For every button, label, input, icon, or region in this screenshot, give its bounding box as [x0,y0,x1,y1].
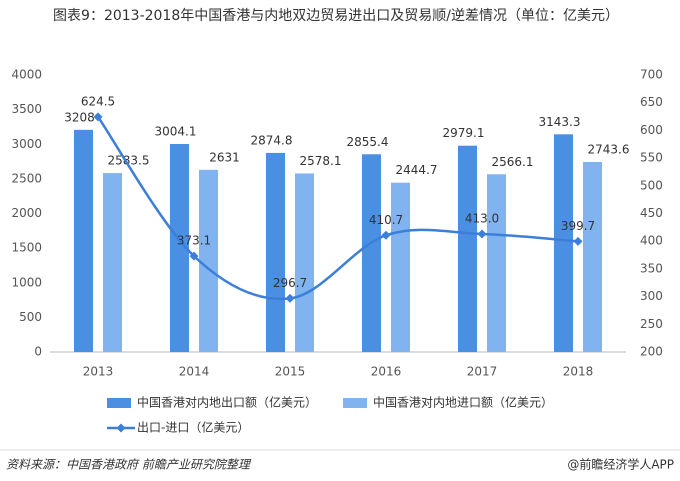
bar [103,173,122,352]
y2-tick-label: 400 [640,234,663,248]
line-marker [93,112,103,122]
bar [266,152,285,352]
y-tick-label: 1500 [11,241,42,255]
legend-label: 中国香港对内地出口额（亿美元） [137,395,317,410]
line-label: 399.7 [561,219,595,233]
x-tick-label: 2018 [563,365,594,379]
bar [391,182,410,352]
bar-label: 2583.5 [108,154,150,168]
legend-swatch [343,398,367,408]
y2-tick-label: 650 [640,95,663,109]
bar [74,129,93,352]
bar [487,174,506,352]
y2-tick-label: 450 [640,206,663,220]
bar [583,162,602,352]
x-tick-label: 2016 [371,365,402,379]
legend-label: 中国香港对内地进口额（亿美元） [373,395,553,410]
bar-label: 3004.1 [155,124,197,138]
y2-tick-label: 500 [640,178,663,192]
bar [199,169,218,352]
y2-tick-label: 600 [640,123,663,137]
line-marker [189,251,199,261]
legend-swatch [107,398,131,408]
bar-label: 2874.8 [251,133,293,147]
line-marker [573,236,583,246]
bar-label: 2444.7 [396,163,438,177]
x-tick-label: 2017 [467,365,498,379]
line-label: 624.5 [81,94,115,108]
line-marker [285,293,295,303]
line-marker [477,229,487,239]
line-label: 373.1 [177,234,211,248]
brand: @前瞻经济学人APP [567,457,674,472]
y-tick-label: 0 [34,345,42,359]
bar-label: 2743.6 [588,143,630,157]
y2-tick-label: 350 [640,261,663,275]
bar-label: 2855.4 [347,135,389,149]
bar-label: 2979.1 [443,126,485,140]
bar [170,143,189,352]
line-marker [381,230,391,240]
line-label: 296.7 [273,276,307,290]
bar [554,134,573,352]
legend-marker [116,423,126,433]
source: 资料来源：中国香港政府 前瞻产业研究院整理 [6,458,252,472]
chart-title: 图表9：2013-2018年中国香港与内地双边贸易进出口及贸易顺/逆差情况（单位… [53,8,619,24]
line-label: 410.7 [369,213,403,227]
bar [458,145,477,352]
y-tick-label: 4000 [11,68,42,82]
y2-tick-label: 300 [640,289,663,303]
y2-tick-label: 200 [640,345,663,359]
bar-label: 2631 [209,150,240,164]
x-tick-label: 2014 [179,365,210,379]
line-label: 413.0 [465,211,499,225]
bar [295,173,314,352]
y-tick-label: 500 [19,310,42,324]
y-tick-label: 3000 [11,137,42,151]
bar-label: 2566.1 [492,155,534,169]
y2-tick-label: 700 [640,68,663,82]
y2-tick-label: 250 [640,317,663,331]
x-tick-label: 2013 [83,365,114,379]
bar-label: 2578.1 [300,154,342,168]
legend-label: 出口-进口（亿美元） [137,420,249,435]
y-tick-label: 1000 [11,275,42,289]
y-tick-label: 2000 [11,206,42,220]
bar-label: 3143.3 [539,115,581,129]
x-tick-label: 2015 [275,365,306,379]
y-tick-label: 3500 [11,102,42,116]
bar-label: 3208 [64,110,95,124]
y2-tick-label: 550 [640,151,663,165]
bar [362,154,381,352]
y-tick-label: 2500 [11,171,42,185]
